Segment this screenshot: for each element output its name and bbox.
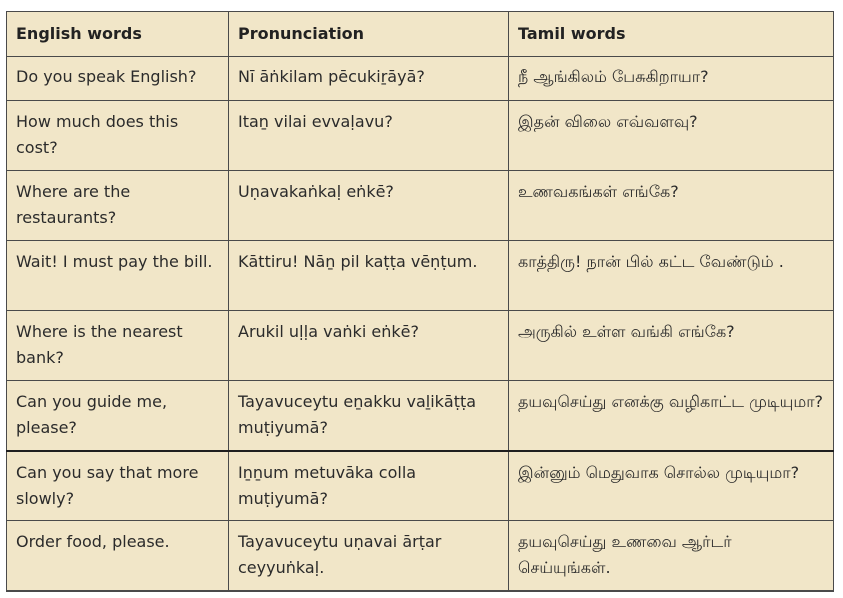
english-cell: Can you say that more slowly? <box>6 449 229 521</box>
tamil-cell: நீ ஆங்கிலம் பேசுகிறாயா? <box>508 56 834 101</box>
header-english-words: English words <box>6 11 229 57</box>
pronunciation-cell: Itaṉ vilai evvaḷavu? <box>228 100 509 171</box>
table-row: Order food, please. Tayavuceytu uṇavai ā… <box>6 520 834 592</box>
pronunciation-cell: Tayavuceytu uṇavai ārṭar ceyyuṅkaḷ. <box>228 520 509 592</box>
table-row: How much does this cost? Itaṉ vilai evva… <box>6 100 834 171</box>
tamil-cell: இன்னும் மெதுவாக சொல்ல முடியுமா? <box>508 449 834 521</box>
table-row: Do you speak English? Nī āṅkilam pēcukiṟ… <box>6 56 834 101</box>
tamil-cell: அருகில் உள்ள வங்கி எங்கே? <box>508 310 834 381</box>
english-cell: Where are the restaurants? <box>6 170 229 241</box>
header-pronunciation: Pronunciation <box>228 11 509 57</box>
english-cell: Order food, please. <box>6 520 229 592</box>
table-row: Wait! I must pay the bill. Kāttiru! Nāṉ … <box>6 240 834 311</box>
tamil-cell: தயவுசெய்து எனக்கு வழிகாட்ட முடியுமா? <box>508 380 834 451</box>
header-tamil-words: Tamil words <box>508 11 834 57</box>
pronunciation-cell: Uṇavakaṅkaḷ eṅkē? <box>228 170 509 241</box>
english-cell: How much does this cost? <box>6 100 229 171</box>
pronunciation-cell: Iṉṉum metuvāka colla muṭiyumā? <box>228 449 509 521</box>
table-row: Where are the restaurants? Uṇavakaṅkaḷ e… <box>6 170 834 241</box>
pronunciation-cell: Kāttiru! Nāṉ pil kaṭṭa vēṇṭum. <box>228 240 509 311</box>
tamil-cell: உணவகங்கள் எங்கே? <box>508 170 834 241</box>
pronunciation-cell: Nī āṅkilam pēcukiṟāyā? <box>228 56 509 101</box>
english-cell: Wait! I must pay the bill. <box>6 240 229 311</box>
pronunciation-cell: Tayavuceytu eṉakku vaḻikāṭṭa muṭiyumā? <box>228 380 509 451</box>
tamil-cell: காத்திரு! நான் பில் கட்ட வேண்டும் . <box>508 240 834 311</box>
table-row: Where is the nearest bank? Arukil uḷḷa v… <box>6 310 834 381</box>
phrase-table: English words Pronunciation Tamil words … <box>6 11 834 592</box>
table-row: Can you guide me, please? Tayavuceytu eṉ… <box>6 380 834 451</box>
pronunciation-cell: Arukil uḷḷa vaṅki eṅkē? <box>228 310 509 381</box>
english-cell: Can you guide me, please? <box>6 380 229 451</box>
table-row: Can you say that more slowly? Iṉṉum metu… <box>6 449 834 521</box>
tamil-cell: தயவுசெய்து உணவை ஆர்டர் செய்யுங்கள். <box>508 520 834 592</box>
english-cell: Do you speak English? <box>6 56 229 101</box>
english-cell: Where is the nearest bank? <box>6 310 229 381</box>
header-row: English words Pronunciation Tamil words <box>6 11 834 57</box>
tamil-cell: இதன் விலை எவ்வளவு? <box>508 100 834 171</box>
